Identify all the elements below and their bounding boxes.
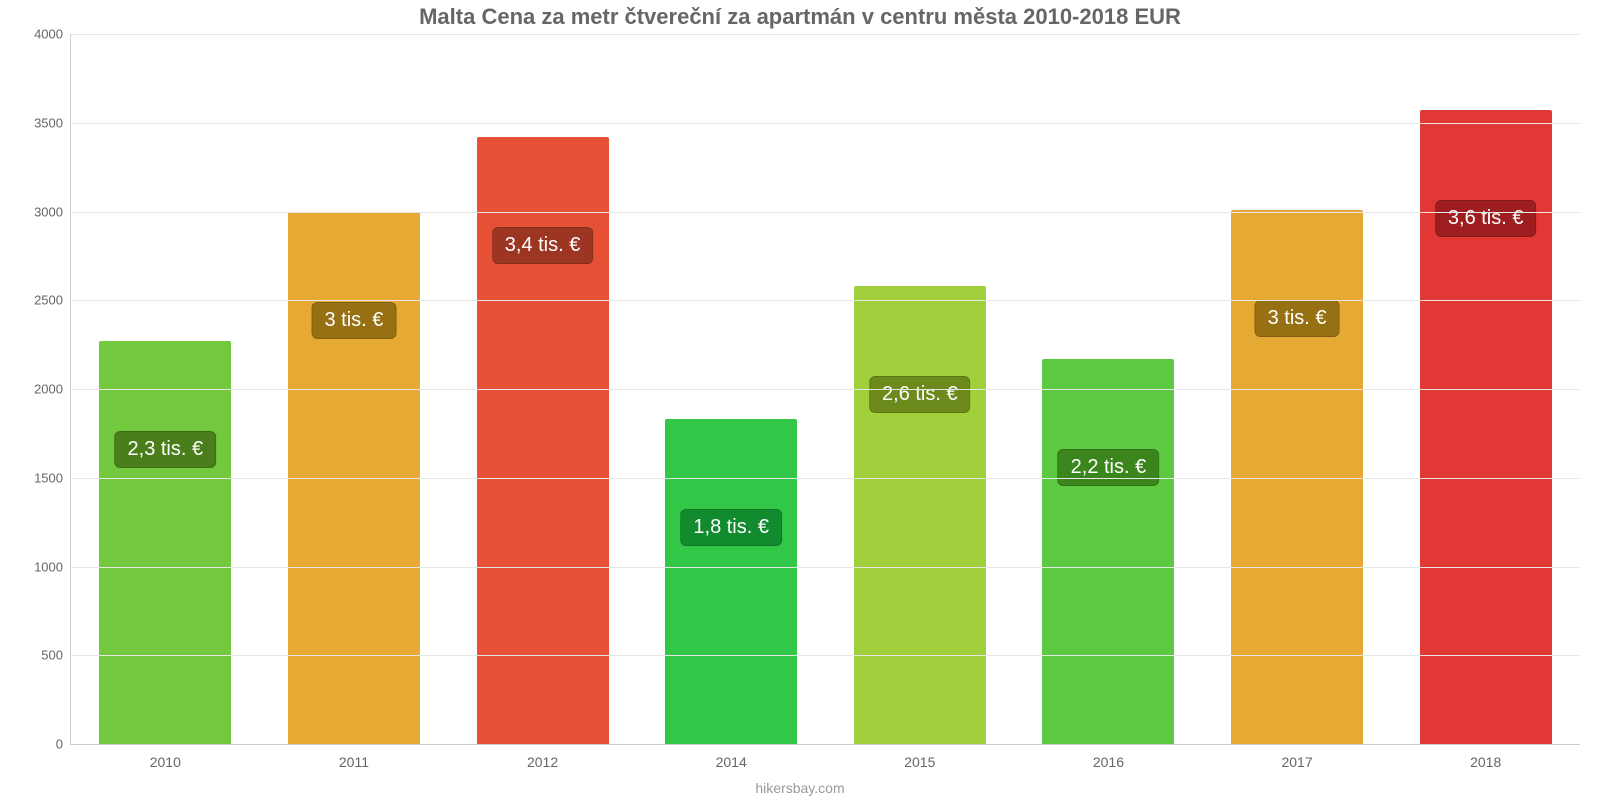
x-tick-label: 2010 — [150, 754, 181, 770]
x-tick-label: 2011 — [339, 754, 369, 770]
y-tick-label: 2000 — [34, 382, 63, 397]
gridline — [71, 655, 1580, 656]
bar: 1,8 tis. € — [665, 419, 797, 744]
x-tick-label: 2014 — [716, 754, 747, 770]
y-tick-label: 3000 — [34, 204, 63, 219]
bar-value-label: 3 tis. € — [311, 302, 396, 339]
bar: 3,4 tis. € — [477, 137, 609, 744]
bar-value-label: 3,6 tis. € — [1435, 200, 1537, 237]
x-tick-label: 2018 — [1470, 754, 1501, 770]
y-tick-label: 3500 — [34, 115, 63, 130]
x-tick-label: 2015 — [904, 754, 935, 770]
y-tick-label: 1000 — [34, 559, 63, 574]
gridline — [71, 34, 1580, 35]
chart-title: Malta Cena za metr čtvereční za apartmán… — [0, 4, 1600, 30]
x-tick-label: 2016 — [1093, 754, 1124, 770]
gridline — [71, 389, 1580, 390]
bar-value-label: 3,4 tis. € — [492, 227, 594, 264]
x-tick-label: 2012 — [527, 754, 558, 770]
y-tick-label: 4000 — [34, 27, 63, 42]
plot-area: 2,3 tis. €20103 tis. €20113,4 tis. €2012… — [70, 34, 1580, 745]
bar-chart: Malta Cena za metr čtvereční za apartmán… — [0, 0, 1600, 800]
y-tick-label: 2500 — [34, 293, 63, 308]
bar: 2,6 tis. € — [854, 286, 986, 744]
bar-value-label: 1,8 tis. € — [680, 509, 782, 546]
bar-value-label: 3 tis. € — [1255, 300, 1340, 337]
gridline — [71, 300, 1580, 301]
gridline — [71, 478, 1580, 479]
y-tick-label: 1500 — [34, 470, 63, 485]
bar: 3,6 tis. € — [1420, 110, 1552, 744]
bar-value-label: 2,6 tis. € — [869, 376, 971, 413]
y-tick-label: 500 — [41, 648, 63, 663]
y-tick-label: 0 — [56, 737, 63, 752]
chart-footer: hikersbay.com — [0, 780, 1600, 796]
x-tick-label: 2017 — [1281, 754, 1312, 770]
gridline — [71, 123, 1580, 124]
bar: 2,3 tis. € — [99, 341, 231, 744]
bar-value-label: 2,2 tis. € — [1058, 449, 1160, 486]
bar-value-label: 2,3 tis. € — [115, 431, 217, 468]
gridline — [71, 567, 1580, 568]
bar: 2,2 tis. € — [1042, 359, 1174, 744]
gridline — [71, 212, 1580, 213]
